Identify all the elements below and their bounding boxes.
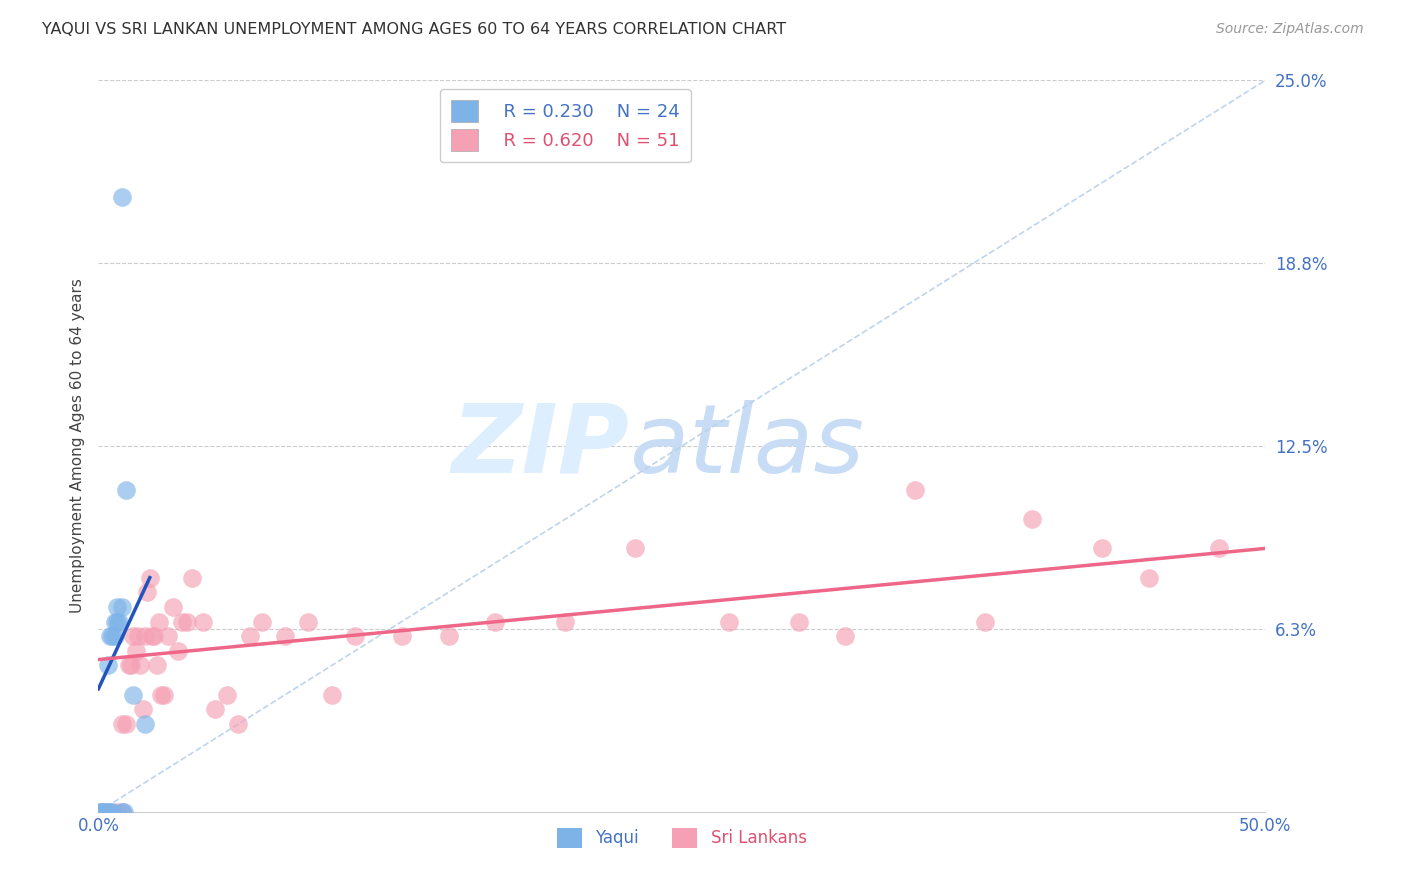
Point xyxy=(176,615,198,629)
Y-axis label: Unemployment Among Ages 60 to 64 years: Unemployment Among Ages 60 to 64 years xyxy=(69,278,84,614)
Point xyxy=(904,483,927,497)
Text: YAQUI VS SRI LANKAN UNEMPLOYMENT AMONG AGES 60 TO 64 YEARS CORRELATION CHART: YAQUI VS SRI LANKAN UNEMPLOYMENT AMONG A… xyxy=(42,22,786,37)
Point xyxy=(108,615,131,629)
Point xyxy=(94,805,117,819)
Point xyxy=(90,805,112,819)
Point xyxy=(87,805,110,819)
Point xyxy=(101,805,124,819)
Point xyxy=(115,717,138,731)
Point xyxy=(105,599,128,614)
Point xyxy=(104,629,127,643)
Point xyxy=(129,658,152,673)
Point xyxy=(297,615,319,629)
Point xyxy=(111,805,134,819)
Point xyxy=(127,629,149,643)
Point xyxy=(97,805,120,819)
Point xyxy=(148,615,170,629)
Point xyxy=(91,805,114,819)
Point xyxy=(132,702,155,716)
Point xyxy=(204,702,226,716)
Point xyxy=(111,805,134,819)
Point xyxy=(624,541,647,556)
Point xyxy=(228,717,250,731)
Point xyxy=(437,629,460,643)
Text: atlas: atlas xyxy=(630,400,865,492)
Point xyxy=(1091,541,1114,556)
Point xyxy=(150,688,173,702)
Text: Source: ZipAtlas.com: Source: ZipAtlas.com xyxy=(1216,22,1364,37)
Point xyxy=(166,644,188,658)
Point xyxy=(239,629,262,643)
Point xyxy=(111,599,134,614)
Point xyxy=(321,688,343,702)
Point xyxy=(141,629,163,643)
Point xyxy=(1137,571,1160,585)
Point xyxy=(98,629,121,643)
Point xyxy=(974,615,997,629)
Point xyxy=(1021,512,1043,526)
Point xyxy=(91,805,114,819)
Point xyxy=(105,615,128,629)
Point xyxy=(834,629,856,643)
Point xyxy=(122,629,145,643)
Point xyxy=(134,717,156,731)
Point xyxy=(125,644,148,658)
Point xyxy=(484,615,506,629)
Text: ZIP: ZIP xyxy=(451,400,630,492)
Point xyxy=(98,805,121,819)
Legend: Yaqui, Sri Lankans: Yaqui, Sri Lankans xyxy=(550,821,814,855)
Point xyxy=(143,629,166,643)
Point xyxy=(134,629,156,643)
Point xyxy=(180,571,202,585)
Point xyxy=(1208,541,1230,556)
Point xyxy=(112,805,135,819)
Point xyxy=(157,629,180,643)
Point xyxy=(787,615,810,629)
Point xyxy=(111,717,134,731)
Point xyxy=(554,615,576,629)
Point xyxy=(146,658,169,673)
Point xyxy=(172,615,194,629)
Point xyxy=(122,688,145,702)
Point xyxy=(215,688,238,702)
Point xyxy=(139,571,162,585)
Point xyxy=(104,615,127,629)
Point xyxy=(162,599,184,614)
Point xyxy=(101,629,124,643)
Point xyxy=(391,629,413,643)
Point xyxy=(193,615,215,629)
Point xyxy=(274,629,297,643)
Point xyxy=(105,805,128,819)
Point xyxy=(97,658,120,673)
Point xyxy=(115,483,138,497)
Point xyxy=(344,629,367,643)
Point xyxy=(98,805,121,819)
Point xyxy=(118,658,141,673)
Point xyxy=(111,190,134,204)
Point xyxy=(250,615,273,629)
Point xyxy=(94,805,117,819)
Point xyxy=(152,688,174,702)
Point xyxy=(136,585,159,599)
Point xyxy=(120,658,142,673)
Point xyxy=(717,615,740,629)
